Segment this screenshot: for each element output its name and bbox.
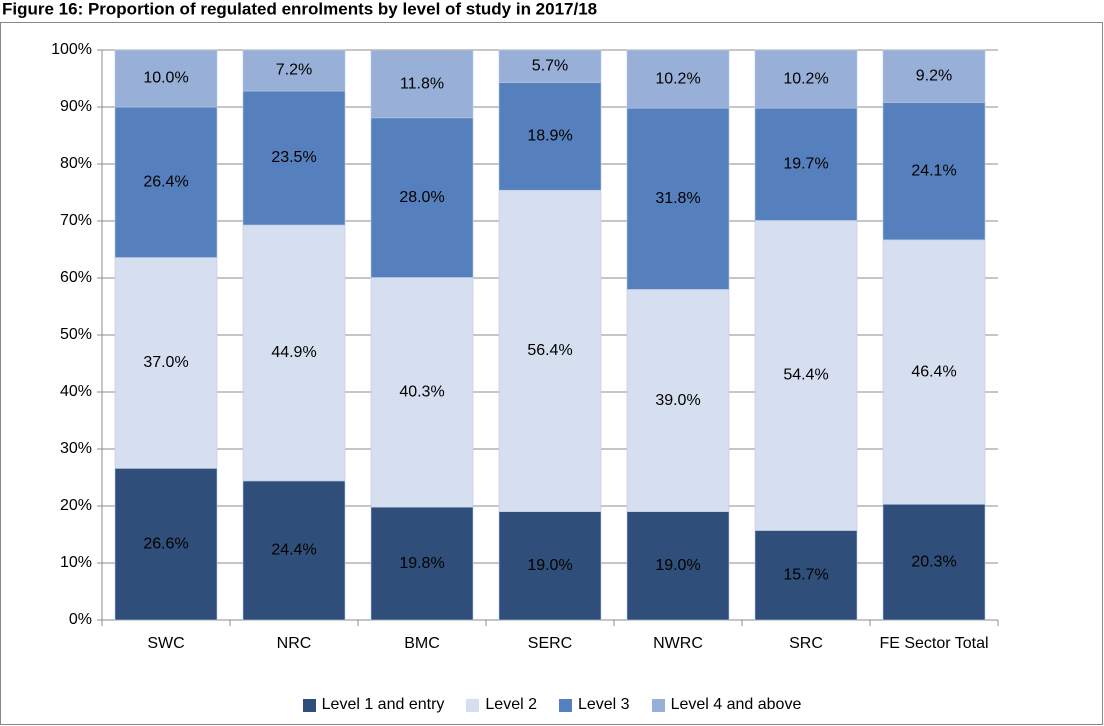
legend-label: Level 2 [485,696,537,713]
legend-label: Level 1 and entry [321,696,445,713]
bar-segment [882,102,986,241]
bar-segment [882,239,986,505]
data-label: 31.8% [655,190,700,207]
y-tick-label: 50% [60,326,92,343]
bar-segment [882,49,986,103]
legend-item: Level 1 and entry [302,696,445,714]
x-tick-label: NWRC [653,635,703,652]
legend-swatch [651,698,665,712]
y-tick-label: 10% [60,554,92,571]
legend-swatch [558,698,572,712]
data-label: 19.0% [655,557,700,574]
data-label: 56.4% [527,342,572,359]
bar-segment [242,224,346,482]
x-tick-label: FE Sector Total [879,635,989,652]
data-label: 5.7% [532,57,568,74]
bar-segment [498,82,602,191]
data-label: 46.4% [911,363,956,380]
data-label: 15.7% [783,566,828,583]
data-label: 11.8% [400,75,444,92]
bar-segment [754,49,858,109]
data-label: 10.0% [143,70,188,87]
legend-swatch [466,698,480,712]
data-label: 10.2% [783,70,828,87]
data-label: 20.3% [911,553,956,570]
data-label: 10.2% [655,70,700,87]
data-label: 7.2% [276,62,312,79]
legend-label: Level 3 [577,696,630,713]
bar-segment [114,49,218,108]
bar-segment [242,480,346,621]
data-label: 28.0% [399,189,444,206]
x-tick-label: SWC [147,635,185,652]
data-label: 19.8% [399,555,444,572]
data-label: 40.3% [399,384,444,401]
y-tick-label: 0% [69,611,92,628]
chart-frame [0,22,1103,725]
bar-segment [498,511,602,621]
x-tick-label: NRC [276,635,312,652]
bar-segment [242,90,346,226]
y-tick-label: 60% [60,269,92,286]
y-tick-label: 90% [60,98,92,115]
legend-swatch [302,698,316,712]
bar-segment [370,50,474,119]
bar-segment [370,277,474,508]
data-label: 26.6% [143,535,188,552]
bar-segment [626,49,730,109]
legend-item: Level 2 [466,696,537,714]
data-label: 37.0% [143,354,188,371]
data-label: 23.5% [271,149,316,166]
bar-segment [114,468,218,621]
bar-segment [626,107,730,290]
chart-title: Figure 16: Proportion of regulated enrol… [2,0,597,18]
bar-segment [114,106,218,258]
bar-segment [626,511,730,621]
x-tick-label: SERC [527,635,573,652]
legend-label: Level 4 and above [670,696,802,713]
x-tick-label: BMC [404,635,440,652]
x-tick-label: SRC [789,635,823,652]
data-label: 19.7% [783,156,828,173]
data-label: 9.2% [916,67,952,84]
bar-segment [498,189,602,513]
legend-item: Level 3 [558,696,630,714]
bar-segment [370,117,474,278]
y-tick-label: 30% [60,440,92,457]
data-label: 18.9% [527,128,572,145]
data-label: 54.4% [783,367,828,384]
bar-segment [370,506,474,621]
bar-segment [882,503,986,621]
y-tick-label: 20% [60,497,92,514]
data-label: 19.0% [527,557,572,574]
legend: Level 1 and entry Level 2 Level 3 Level 4 a… [0,696,1104,714]
y-tick-label: 40% [60,383,92,400]
data-label: 39.0% [655,392,700,409]
bar-segment [754,220,858,531]
bar-segment [242,49,346,92]
y-tick-label: 80% [60,155,92,172]
bar-segment [498,49,602,83]
y-tick-label: 100% [51,41,92,58]
y-tick-label: 70% [60,212,92,229]
bar-segment [114,257,218,469]
data-label: 24.4% [271,542,316,559]
bar-segment [754,530,858,621]
data-label: 24.1% [911,162,956,179]
data-label: 26.4% [143,173,188,190]
data-label: 44.9% [271,344,316,361]
legend-item: Level 4 and above [651,696,802,714]
bar-segment [626,289,730,512]
